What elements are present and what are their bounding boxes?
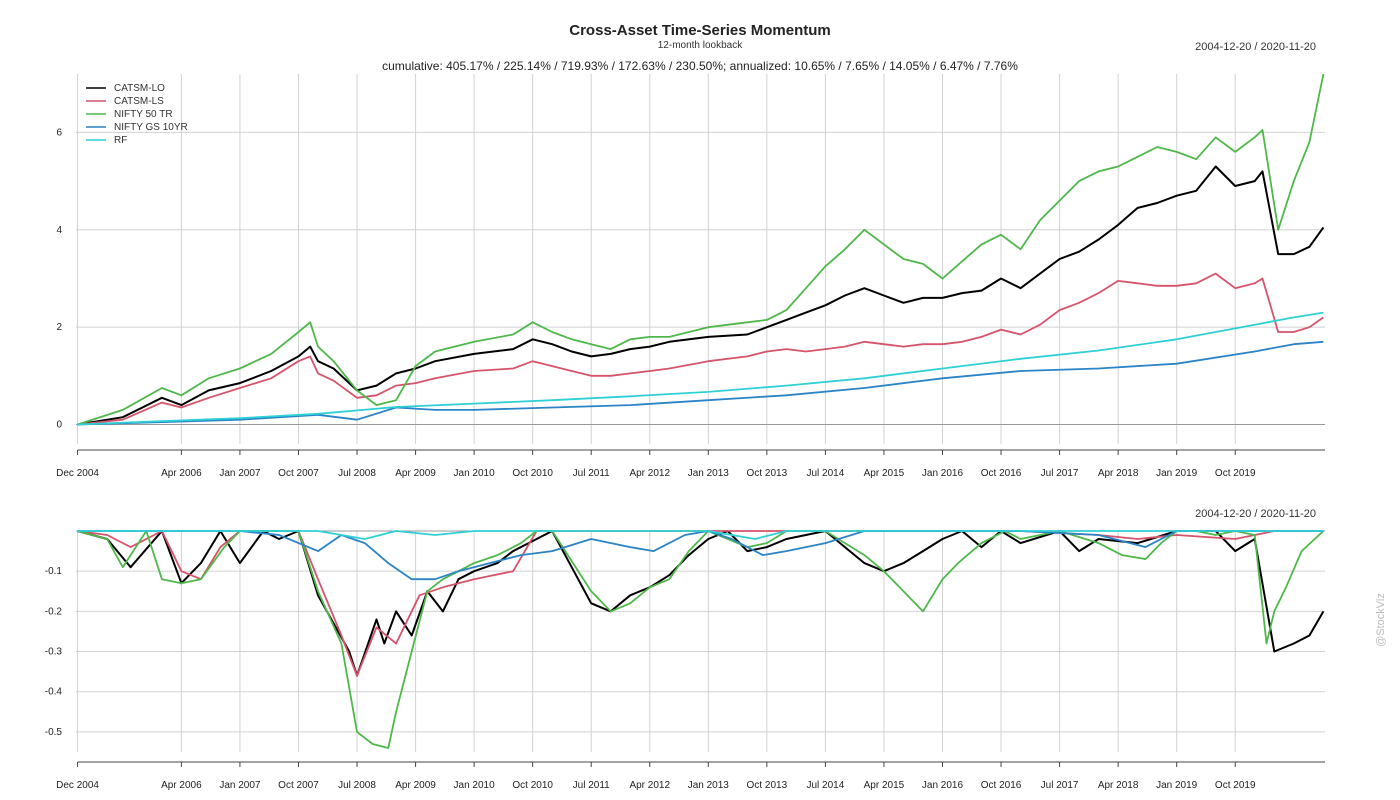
top-xtick-label-15: Oct 2016 [981,468,1022,479]
top-xtick-label-16: Jul 2017 [1041,468,1079,479]
top-gridlines [76,74,1325,444]
bottom-series-lines [77,530,1325,749]
top-ytick-label-2: 4 [56,225,62,236]
bottom-ytick-label-2: -0.3 [45,647,63,658]
top-xtick-label-13: Apr 2015 [864,468,905,479]
top-line-nifty-50-tr [77,73,1325,426]
legend-label-catsm-ls: CATSM-LS [114,96,164,107]
watermark: @StockViz [1375,593,1387,647]
bottom-ytick-label-3: -0.4 [45,687,63,698]
top-axis: 0 2 4 6 Dec 2004 Apr 2006 Jan 2007 Oct 2007 Jul … [56,127,1325,479]
bottom-xtick-label-3: Oct 2007 [278,780,319,791]
top-line-rf [77,311,1324,426]
bottom-ytick-label-0: -0.1 [45,566,63,577]
legend-label-catsm-lo: CATSM-LO [114,83,165,94]
top-xtick-label-6: Jan 2010 [454,468,496,479]
top-xtick-label-8: Jul 2011 [573,468,611,479]
bottom-line-nifty-50-tr [77,530,1325,749]
chart-stats: cumulative: 405.17% / 225.14% / 719.93% … [382,59,1018,73]
top-xtick-label-4: Jul 2008 [338,468,376,479]
legend-label-rf: RF [114,135,127,146]
bottom-xtick-label-5: Apr 2009 [395,780,436,791]
legend-item-catsm-lo: CATSM-LO [86,83,165,94]
top-xtick-label-11: Oct 2013 [747,468,788,479]
bottom-xtick-label-0: Dec 2004 [56,780,99,791]
bottom-xtick-label-9: Apr 2012 [629,780,670,791]
top-xtick-label-9: Apr 2012 [629,468,670,479]
top-line-catsm-lo [77,165,1325,426]
bottom-gridlines [76,530,1325,752]
legend-item-rf: RF [86,135,127,146]
bottom-xtick-label-15: Oct 2016 [981,780,1022,791]
bottom-xtick-label-4: Jul 2008 [338,780,376,791]
bottom-xtick-label-1: Apr 2006 [161,780,202,791]
bottom-xtick-label-19: Oct 2019 [1215,780,1256,791]
bottom-line-nifty-gs-10yr [77,530,1324,581]
chart-title: Cross-Asset Time-Series Momentum [569,22,830,39]
top-xtick-label-3: Oct 2007 [278,468,319,479]
top-series-lines [77,73,1325,426]
bottom-xtick-label-13: Apr 2015 [864,780,905,791]
top-xtick-label-5: Apr 2009 [395,468,436,479]
top-xtick-label-0: Dec 2004 [56,468,99,479]
top-ytick-label-0: 0 [56,420,62,431]
top-line-nifty-gs-10yr [77,340,1324,426]
bottom-ytick-label-1: -0.2 [45,606,63,617]
bottom-xtick-label-10: Jan 2013 [688,780,730,791]
bottom-axis: -0.1 -0.2 -0.3 -0.4 -0.5 Dec 2004 Apr 2006 Jan … [45,566,1325,791]
bottom-xtick-label-8: Jul 2011 [573,780,611,791]
bottom-date-range: 2004-12-20 / 2020-11-20 [1195,508,1316,520]
bottom-line-catsm-lo [77,530,1325,677]
legend-label-nifty-50-tr: NIFTY 50 TR [114,109,173,120]
top-xtick-label-10: Jan 2013 [688,468,730,479]
top-xtick-label-1: Apr 2006 [161,468,202,479]
chart-legend: CATSM-LO CATSM-LS NIFTY 50 TR NIFTY GS 1… [86,83,188,146]
top-ytick-label-3: 6 [56,127,62,138]
bottom-xtick-label-7: Oct 2010 [512,780,553,791]
bottom-xtick-label-18: Jan 2019 [1156,780,1198,791]
top-xtick-label-7: Oct 2010 [512,468,553,479]
top-xtick-label-17: Apr 2018 [1098,468,1139,479]
legend-item-catsm-ls: CATSM-LS [86,96,164,107]
bottom-xtick-label-2: Jan 2007 [219,780,261,791]
bottom-xtick-label-14: Jan 2016 [922,780,964,791]
chart-subtitle: 12-month lookback [658,40,743,51]
legend-item-nifty-gs-10yr: NIFTY GS 10YR [86,122,188,133]
bottom-xtick-label-17: Apr 2018 [1098,780,1139,791]
bottom-xtick-label-6: Jan 2010 [454,780,496,791]
top-xtick-label-14: Jan 2016 [922,468,964,479]
bottom-xtick-label-16: Jul 2017 [1041,780,1079,791]
top-line-catsm-ls [77,272,1324,426]
bottom-line-rf [77,530,1324,540]
bottom-xtick-label-12: Jul 2014 [806,780,844,791]
legend-item-nifty-50-tr: NIFTY 50 TR [86,109,173,120]
bottom-ytick-label-4: -0.5 [45,727,63,738]
bottom-line-catsm-ls [77,530,1324,677]
legend-label-nifty-gs-10yr: NIFTY GS 10YR [114,122,188,133]
top-ytick-label-1: 2 [56,322,62,333]
top-xtick-label-19: Oct 2019 [1215,468,1256,479]
top-xtick-label-18: Jan 2019 [1156,468,1198,479]
bottom-xtick-label-11: Oct 2013 [747,780,788,791]
top-xtick-label-12: Jul 2014 [806,468,844,479]
top-xtick-label-2: Jan 2007 [219,468,261,479]
top-date-range: 2004-12-20 / 2020-11-20 [1195,41,1316,53]
